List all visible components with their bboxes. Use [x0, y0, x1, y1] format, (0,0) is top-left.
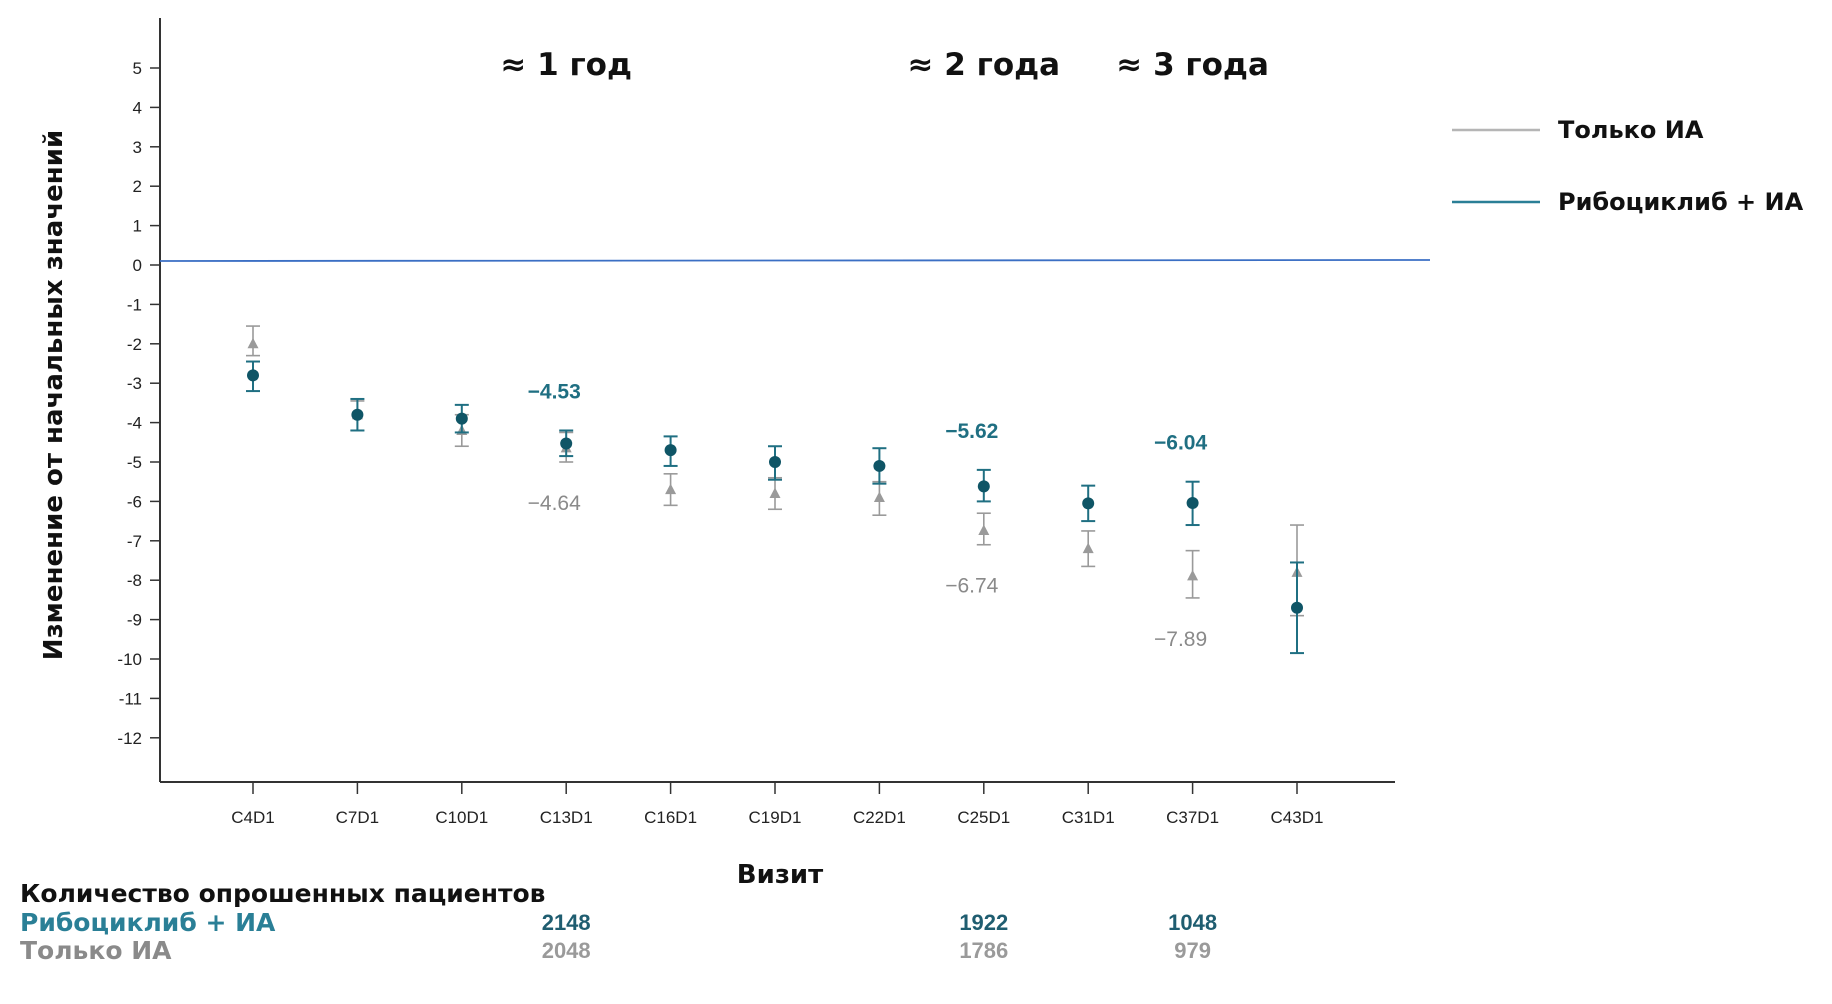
y-tick-label: -2 — [127, 335, 142, 354]
x-ticks: C4D1 C7D1 C10D1 C13D1 C16D1 C19D1 C22D1 C25D1 C3… — [231, 782, 1323, 827]
y-tick-label: -5 — [127, 453, 142, 472]
data-point-circle — [560, 437, 573, 450]
y-tick-label: -3 — [127, 374, 142, 393]
y-tick-label: -10 — [117, 650, 142, 669]
x-tick-label-C16D1: C16D1 — [644, 808, 697, 827]
x-axis-title: Визит — [737, 860, 823, 890]
y-tick-label: 3 — [133, 138, 142, 157]
y-tick-label: 4 — [133, 98, 142, 117]
data-point-circle — [1082, 497, 1095, 510]
data-point-circle — [1291, 601, 1303, 614]
x-tick-label-C7D1: C7D1 — [336, 808, 379, 827]
y-axis-title: Изменение от начальных значений — [39, 130, 69, 660]
x-tick-label-C19D1: C19D1 — [749, 808, 802, 827]
patients-count: 1786 — [959, 938, 1009, 963]
patients-table-heading: Количество опрошенных пациентов — [20, 879, 546, 908]
data-point-triangle — [873, 491, 885, 502]
period-label: ≈ 1 год — [500, 47, 632, 83]
y-tick-label: 0 — [133, 256, 142, 275]
y-tick-label: 1 — [133, 217, 142, 236]
patients-count: 1048 — [1168, 910, 1218, 935]
data-point-circle — [873, 459, 886, 472]
data-point-circle — [1186, 496, 1199, 509]
legend-label: Только ИА — [1558, 116, 1704, 144]
x-tick-label-C13D1: C13D1 — [540, 808, 593, 827]
x-tick-label-C37D1: C37D1 — [1166, 808, 1219, 827]
y-tick-label: 5 — [133, 59, 142, 78]
value-annotation: −5.62 — [945, 420, 998, 443]
y-tick-label: -1 — [127, 295, 142, 314]
patients-table: Количество опрошенных пациентов Рибоцикл… — [20, 880, 1320, 990]
y-ticks: 5 4 3 2 1 0 -1 -2 -3 -4 -5 -6 -7 -8 -9 -10 -11 -12 — [117, 59, 160, 748]
data-point-circle — [351, 408, 364, 421]
period-label: ≈ 2 года — [908, 47, 1061, 83]
x-tick-label-C22D1: C22D1 — [853, 808, 906, 827]
patients-count: 2048 — [541, 938, 591, 963]
patients-count: 1922 — [959, 910, 1009, 935]
value-annotation: −6.74 — [945, 575, 998, 598]
legend: Только ИА Рибоциклиб + ИА — [1452, 116, 1804, 216]
data-point-triangle — [769, 487, 781, 499]
legend-label: Рибоциклиб + ИА — [1558, 188, 1804, 216]
patients-count: 2148 — [541, 910, 591, 935]
period-label: ≈ 3 года — [1116, 47, 1269, 83]
x-tick-label-C25D1: C25D1 — [957, 808, 1010, 827]
value-annotation: −4.53 — [528, 380, 581, 403]
annotations: −4.53 −4.64 −5.62 −6.74 −6.04 −7.89 — [528, 380, 1208, 650]
data-point-triangle — [247, 337, 259, 349]
data-point-triangle — [1187, 569, 1199, 581]
value-annotation: −6.04 — [1154, 432, 1207, 455]
series-ribociclib-ai — [246, 360, 1304, 655]
value-annotation: −7.89 — [1154, 628, 1207, 651]
reference-line-layer — [159, 259, 1431, 262]
period-labels: ≈ 1 год ≈ 2 года ≈ 3 года — [500, 47, 1269, 83]
y-tick-label: -8 — [127, 571, 142, 590]
x-tick-label-C4D1: C4D1 — [231, 808, 274, 827]
data-point-triangle — [665, 483, 677, 495]
data-point-triangle — [1082, 542, 1094, 554]
data-point-circle — [977, 480, 990, 493]
data-point-triangle — [978, 524, 990, 536]
x-tick-label-C31D1: C31D1 — [1062, 808, 1115, 827]
series-layer — [246, 325, 1304, 655]
data-point-circle — [664, 444, 677, 457]
data-point-circle — [247, 369, 259, 382]
y-tick-label: 2 — [133, 177, 142, 196]
y-tick-label: -11 — [119, 689, 142, 708]
x-tick-label-C10D1: C10D1 — [435, 808, 488, 827]
y-tick-label: -6 — [127, 492, 142, 511]
axes — [159, 18, 1395, 783]
zero-reference-line — [159, 259, 1431, 262]
patients-row-label-ai: Только ИА — [20, 936, 172, 965]
y-tick-label: -7 — [127, 532, 142, 551]
y-tick-label: -9 — [127, 611, 142, 630]
patients-count: 979 — [1174, 938, 1211, 963]
data-point-circle — [769, 456, 781, 468]
patients-row-label-ribociclib: Рибоциклиб + ИА — [20, 908, 276, 937]
value-annotation: −4.64 — [528, 492, 581, 515]
y-tick-label: -12 — [117, 729, 142, 748]
x-tick-label-C43D1: C43D1 — [1271, 808, 1324, 827]
y-tick-label: -4 — [127, 414, 142, 433]
data-point-circle — [455, 412, 468, 425]
